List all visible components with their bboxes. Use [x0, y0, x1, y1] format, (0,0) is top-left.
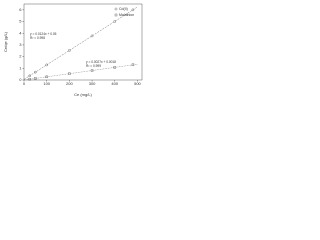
point	[45, 75, 48, 79]
x-tick-label: 500	[134, 81, 141, 86]
y-tick-label: 4	[19, 30, 22, 35]
point	[113, 20, 117, 23]
x-tick-label: 200	[66, 81, 73, 86]
legend-label: Malathion	[119, 13, 134, 17]
legend-label: Cd(II)	[119, 7, 128, 11]
x-tick-label: 0	[23, 81, 26, 86]
point	[90, 34, 94, 38]
point	[28, 74, 31, 78]
page: {"chart_data": {"type": "scatter", "x_la…	[0, 0, 150, 100]
x-tick-label: 300	[89, 81, 96, 86]
point	[113, 66, 116, 69]
fit-equation: y = 0.0027x + 0.0018	[86, 60, 116, 64]
fit-equation: y = 0.0124x + 0.05	[30, 32, 57, 36]
legend-marker	[114, 13, 118, 17]
y-axis-label: Ce/qe (g/L)	[3, 31, 8, 52]
point	[34, 77, 37, 80]
x-tick-label: 100	[43, 81, 50, 86]
point	[131, 8, 135, 12]
point	[90, 69, 94, 72]
point	[68, 49, 71, 52]
point	[131, 63, 135, 66]
y-tick-label: 0	[19, 77, 22, 82]
fit-r2: R² = 0.999	[86, 64, 101, 68]
legend-marker	[114, 7, 118, 11]
fit-r2: R² = 0.998	[30, 36, 45, 40]
x-axis-label: Ce (mg/L)	[74, 92, 92, 97]
plot-frame	[23, 3, 143, 81]
y-tick-label: 3	[19, 42, 22, 47]
y-tick-label: 1	[19, 65, 22, 70]
y-tick-label: 2	[19, 54, 22, 59]
chart: Ce (mg/L) Ce/qe (g/L) 0 100 200 300 400 500 0 1…	[3, 3, 143, 97]
point	[45, 63, 48, 67]
x-tick-label: 400	[111, 81, 118, 86]
point	[68, 72, 71, 75]
point	[34, 70, 37, 74]
fit-line	[23, 6, 138, 80]
point	[28, 77, 31, 81]
y-tick-label: 6	[19, 7, 22, 12]
y-tick-label: 5	[19, 19, 22, 24]
fit-line	[23, 64, 138, 81]
